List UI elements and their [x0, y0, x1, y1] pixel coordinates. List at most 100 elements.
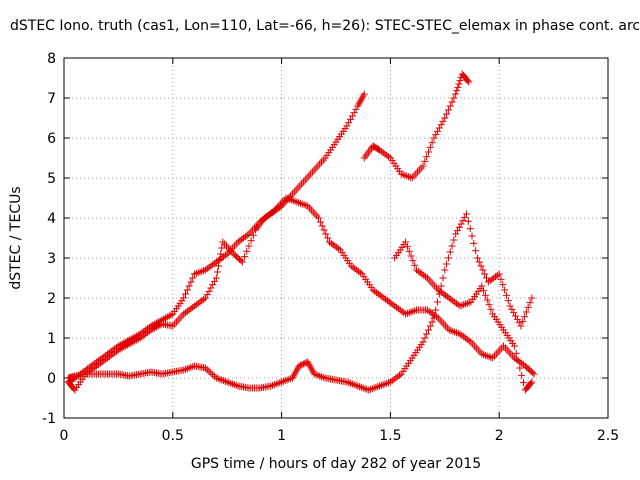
- data-point: [227, 379, 235, 387]
- x-tick-label: 2: [495, 428, 504, 444]
- data-point: [368, 385, 376, 393]
- data-point: [374, 383, 382, 391]
- data-point: [123, 341, 131, 349]
- data-point: [212, 274, 220, 282]
- data-point: [451, 298, 459, 306]
- data-point: [485, 353, 493, 361]
- data-point: [453, 227, 461, 235]
- data-point: [411, 261, 419, 269]
- data-point: [317, 373, 325, 381]
- data-point: [93, 362, 101, 370]
- data-point: [192, 269, 200, 277]
- data-point: [483, 352, 491, 360]
- data-point: [401, 171, 409, 179]
- data-point: [413, 266, 421, 274]
- data-point: [187, 363, 195, 371]
- data-point: [318, 222, 326, 230]
- data-point: [356, 383, 364, 391]
- data-point: [394, 373, 402, 381]
- data-point: [478, 350, 486, 358]
- data-point: [353, 266, 361, 274]
- data-point: [526, 299, 534, 307]
- data-point: [333, 243, 341, 251]
- data-point: [472, 247, 480, 255]
- data-point: [359, 384, 367, 392]
- data-point: [348, 112, 356, 120]
- data-point: [447, 295, 455, 303]
- data-point: [348, 380, 356, 388]
- data-point: [443, 110, 451, 118]
- data-point: [434, 298, 442, 306]
- data-point: [460, 301, 468, 309]
- data-point: [426, 143, 434, 151]
- data-point: [460, 333, 468, 341]
- data-point: [452, 299, 460, 307]
- data-point: [366, 385, 374, 393]
- data-point: [298, 361, 306, 369]
- data-point: [278, 378, 286, 386]
- data-point: [349, 263, 357, 271]
- data-point: [510, 309, 518, 317]
- data-point: [447, 327, 455, 335]
- data-point: [490, 274, 498, 282]
- data-point: [316, 372, 324, 380]
- data-point: [378, 293, 386, 301]
- data-point: [201, 364, 209, 372]
- data-point: [439, 274, 447, 282]
- data-point: [189, 274, 197, 282]
- data-point: [394, 305, 402, 313]
- data-point: [388, 377, 396, 385]
- data-point: [264, 211, 272, 219]
- data-point: [272, 380, 280, 388]
- data-point: [428, 139, 436, 147]
- data-point: [216, 375, 224, 383]
- data-point: [285, 375, 293, 383]
- data-point: [214, 375, 222, 383]
- data-point: [445, 326, 453, 334]
- data-point: [439, 117, 447, 125]
- data-point: [293, 198, 301, 206]
- data-point: [379, 149, 387, 157]
- data-point: [409, 257, 417, 265]
- data-point: [223, 378, 231, 386]
- data-point: [211, 259, 219, 267]
- data-point: [405, 309, 413, 317]
- data-point: [428, 318, 436, 326]
- data-point: [453, 87, 461, 95]
- data-point: [91, 363, 99, 371]
- data-point: [423, 306, 431, 314]
- data-point: [356, 269, 364, 277]
- data-point: [528, 294, 536, 302]
- data-point: [109, 350, 117, 358]
- data-point: [483, 296, 491, 304]
- data-point: [209, 371, 217, 379]
- data-point: [211, 372, 219, 380]
- data-point: [191, 302, 199, 310]
- data-point: [105, 353, 113, 361]
- x-axis-label: GPS time / hours of day 282 of year 2015: [190, 456, 482, 472]
- data-point: [456, 330, 464, 338]
- data-point: [383, 151, 391, 159]
- data-point: [512, 355, 520, 363]
- data-point: [267, 209, 275, 217]
- data-point: [287, 196, 295, 204]
- data-point: [180, 310, 188, 318]
- data-point: [269, 381, 277, 389]
- data-point: [98, 358, 106, 366]
- data-point: [289, 197, 297, 205]
- data-point: [403, 243, 411, 251]
- data-point: [484, 278, 492, 286]
- data-point: [452, 329, 460, 337]
- data-point: [122, 342, 130, 350]
- data-point: [351, 265, 359, 273]
- data-point: [478, 282, 486, 290]
- data-point: [241, 233, 249, 241]
- data-point: [345, 379, 353, 387]
- data-point: [508, 305, 516, 313]
- data-point: [354, 267, 362, 275]
- plot-frame: [63, 57, 609, 419]
- data-point: [454, 83, 462, 91]
- data-point: [487, 305, 495, 313]
- data-point: [361, 385, 369, 393]
- data-point: [238, 258, 246, 266]
